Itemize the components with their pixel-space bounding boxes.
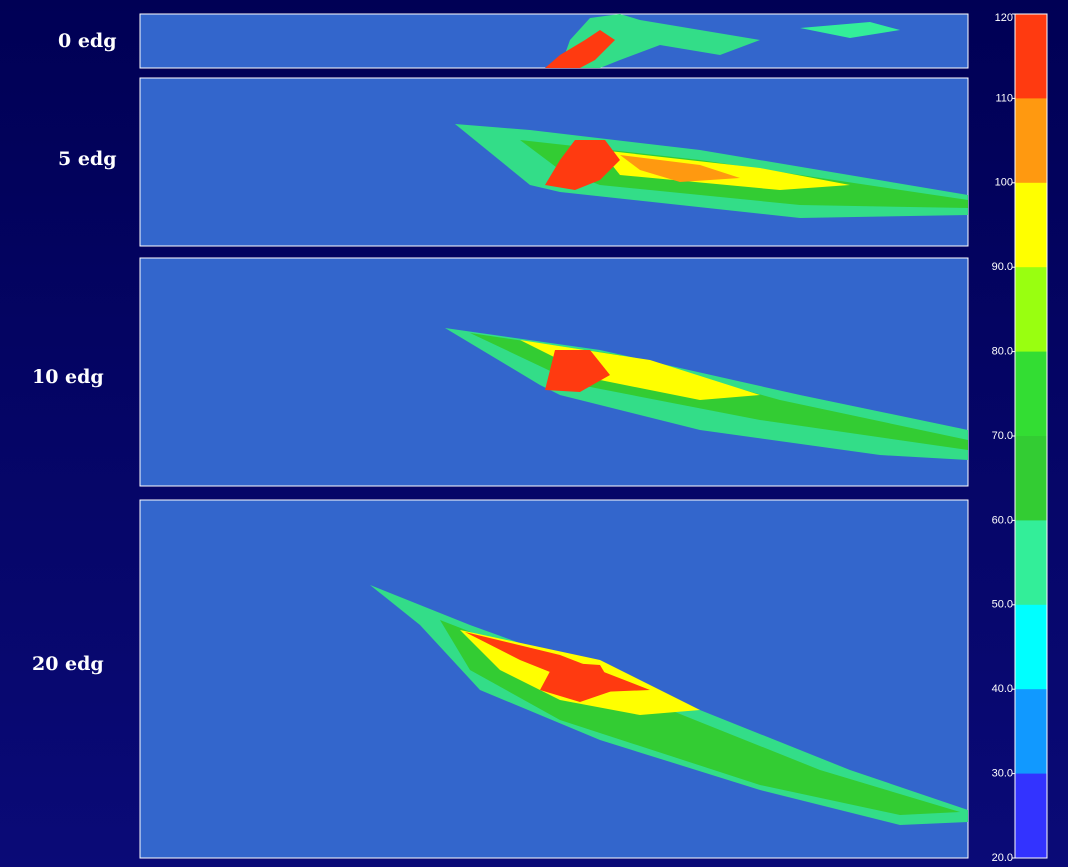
tick-label: 60.0	[992, 514, 1013, 526]
color-band	[1015, 689, 1047, 774]
tick-label: 100	[995, 177, 1013, 189]
tick-label: 80.0	[992, 346, 1013, 358]
color-band	[1015, 436, 1047, 521]
color-band	[1015, 183, 1047, 268]
color-band	[1015, 14, 1047, 99]
panel-label: 20 edg	[32, 653, 104, 675]
panel	[140, 78, 968, 246]
color-band	[1015, 98, 1047, 183]
tick-label: 50.0	[992, 599, 1013, 611]
tick-label: 30.0	[992, 768, 1013, 780]
tick-label: 40.0	[992, 683, 1013, 695]
tick-label: 120	[995, 12, 1013, 24]
figure: 0 edg 5 edg 10 edg 20 edg 120 110 100 90.0 8…	[0, 0, 1068, 867]
tick-label: 70.0	[992, 430, 1013, 442]
panel-label: 10 edg	[32, 366, 104, 388]
panel-label: 0 edg	[58, 30, 117, 52]
color-band	[1015, 352, 1047, 437]
tick-label: 20.0	[992, 852, 1013, 864]
tick-label: 90.0	[992, 261, 1013, 273]
color-band	[1015, 520, 1047, 605]
panel	[140, 500, 968, 858]
color-band	[1015, 605, 1047, 690]
color-band	[1015, 267, 1047, 352]
panel	[140, 258, 968, 486]
panel	[140, 14, 968, 68]
tick-label: 110	[995, 92, 1013, 104]
panel-label: 5 edg	[58, 148, 117, 170]
color-band	[1015, 774, 1047, 859]
